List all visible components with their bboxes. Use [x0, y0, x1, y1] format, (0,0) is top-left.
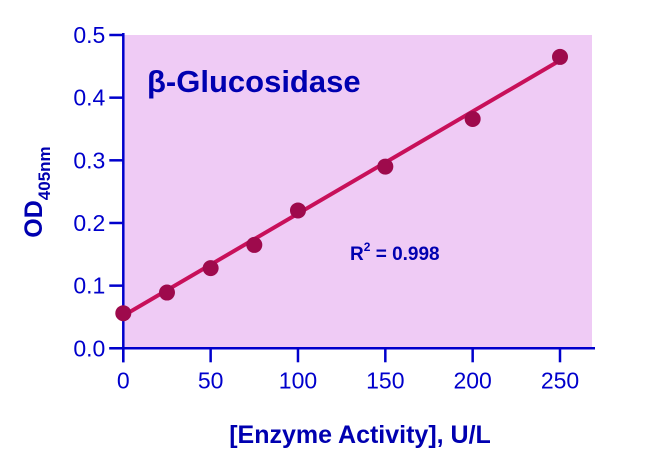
data-point: [552, 48, 568, 65]
data-point: [246, 236, 263, 253]
data-point: [202, 260, 219, 277]
y-tick-label: 0.3: [73, 147, 105, 173]
data-point: [289, 202, 306, 219]
y-tick-label: 0.5: [73, 22, 105, 48]
chart-title: β-Glucosidase: [147, 64, 361, 99]
x-tick-label: 250: [541, 367, 579, 393]
x-tick-label: 150: [366, 367, 404, 393]
r-label: R: [350, 244, 364, 265]
data-point: [377, 158, 394, 175]
y-axis-label: OD405nm: [20, 146, 54, 237]
x-axis-label: [Enzyme Activity], U/L: [229, 421, 491, 449]
y-tick-label: 0.1: [73, 273, 105, 299]
y-tick-label: 0.0: [73, 335, 105, 361]
x-tick-label: 200: [453, 367, 491, 393]
data-point: [115, 305, 132, 322]
data-point: [464, 110, 481, 127]
fit-line: [122, 58, 562, 318]
y-axis-label-sub: 405nm: [35, 146, 54, 200]
data-point: [158, 284, 175, 301]
x-tick-label: 50: [198, 367, 224, 393]
y-axis-label-main: OD: [20, 200, 48, 238]
r-value: = 0.998: [370, 244, 439, 265]
y-tick-label: 0.2: [73, 210, 105, 236]
y-tick-label: 0.4: [73, 85, 105, 111]
r-squared-annotation: R2 = 0.998: [350, 240, 440, 265]
x-tick-label: 100: [279, 367, 317, 393]
x-tick-label: 0: [117, 367, 130, 393]
r-superscript: 2: [364, 240, 371, 254]
